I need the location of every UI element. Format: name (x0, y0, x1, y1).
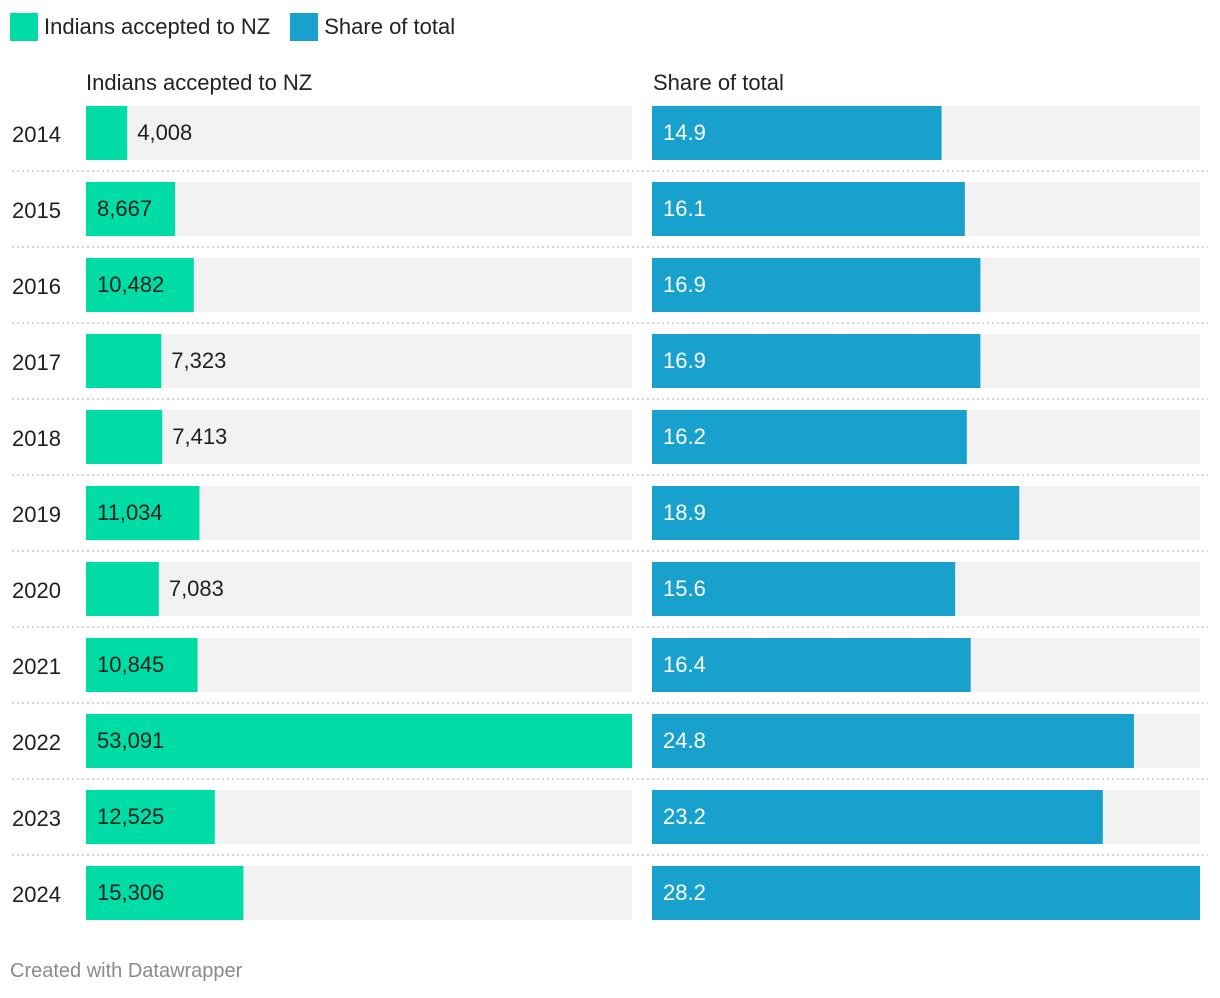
bar-share (652, 638, 971, 692)
year-label: 2021 (12, 654, 61, 679)
year-label: 2017 (12, 350, 61, 375)
value-label-share: 16.9 (663, 272, 706, 297)
value-label-indians: 10,482 (97, 272, 164, 297)
year-label: 2023 (12, 806, 61, 831)
legend-label-share: Share of total (324, 14, 456, 39)
bar-indians (86, 106, 128, 160)
bar-indians (86, 410, 163, 464)
bar-share (652, 714, 1134, 768)
year-label: 2020 (12, 578, 61, 603)
bar-indians (86, 866, 244, 920)
bar-track (86, 182, 632, 236)
year-label: 2015 (12, 198, 61, 223)
value-label-share: 18.9 (663, 500, 706, 525)
left-column-title: Indians accepted to NZ (86, 70, 313, 95)
value-label-indians: 7,083 (169, 576, 224, 601)
bar-indians (86, 486, 200, 540)
bar-share (652, 410, 967, 464)
bar-share (652, 182, 965, 236)
value-label-indians: 8,667 (97, 196, 152, 221)
value-label-indians: 10,845 (97, 652, 164, 677)
legend-label-indians: Indians accepted to NZ (44, 14, 271, 39)
bar-indians (86, 714, 632, 768)
value-label-indians: 12,525 (97, 804, 164, 829)
legend-swatch-share (290, 13, 319, 41)
value-label-indians: 53,091 (97, 728, 164, 753)
year-label: 2018 (12, 426, 61, 451)
year-label: 2022 (12, 730, 61, 755)
bar-track (86, 106, 632, 160)
year-label: 2016 (12, 274, 61, 299)
bar-share (652, 106, 942, 160)
value-label-share: 16.1 (663, 196, 706, 221)
bar-track (86, 334, 632, 388)
bar-track (86, 562, 632, 616)
legend-swatch-indians (10, 13, 38, 41)
bar-track (86, 410, 632, 464)
bar-indians (86, 562, 159, 616)
value-label-indians: 7,323 (171, 348, 226, 373)
bar-indians (86, 182, 176, 236)
legend-item-share: Share of total (290, 13, 455, 41)
value-label-share: 28.2 (663, 880, 706, 905)
bar-indians (86, 258, 194, 312)
value-label-share: 24.8 (663, 728, 706, 753)
bar-share (652, 258, 981, 312)
bar-share (652, 562, 956, 616)
value-label-share: 14.9 (663, 120, 706, 145)
bar-indians (86, 638, 198, 692)
value-label-indians: 7,413 (172, 424, 227, 449)
year-label: 2014 (12, 122, 61, 147)
value-label-indians: 4,008 (137, 120, 192, 145)
year-label: 2019 (12, 502, 61, 527)
legend: Indians accepted to NZ Share of total (10, 12, 475, 42)
bar-share (652, 790, 1103, 844)
value-label-share: 23.2 (663, 804, 706, 829)
legend-item-indians: Indians accepted to NZ (10, 13, 270, 41)
value-label-indians: 11,034 (97, 500, 163, 525)
right-column-title: Share of total (653, 70, 784, 95)
value-label-share: 16.9 (663, 348, 706, 373)
footer-credit: Created with Datawrapper (10, 960, 243, 982)
value-label-indians: 15,306 (97, 880, 164, 905)
value-label-share: 16.2 (663, 424, 706, 449)
bar-share (652, 486, 1020, 540)
value-label-share: 15.6 (663, 576, 706, 601)
bar-share (652, 866, 1200, 920)
bar-share (652, 334, 981, 388)
bar-indians (86, 790, 215, 844)
bar-indians (86, 334, 162, 388)
year-label: 2024 (12, 882, 61, 907)
value-label-share: 16.4 (663, 652, 706, 677)
